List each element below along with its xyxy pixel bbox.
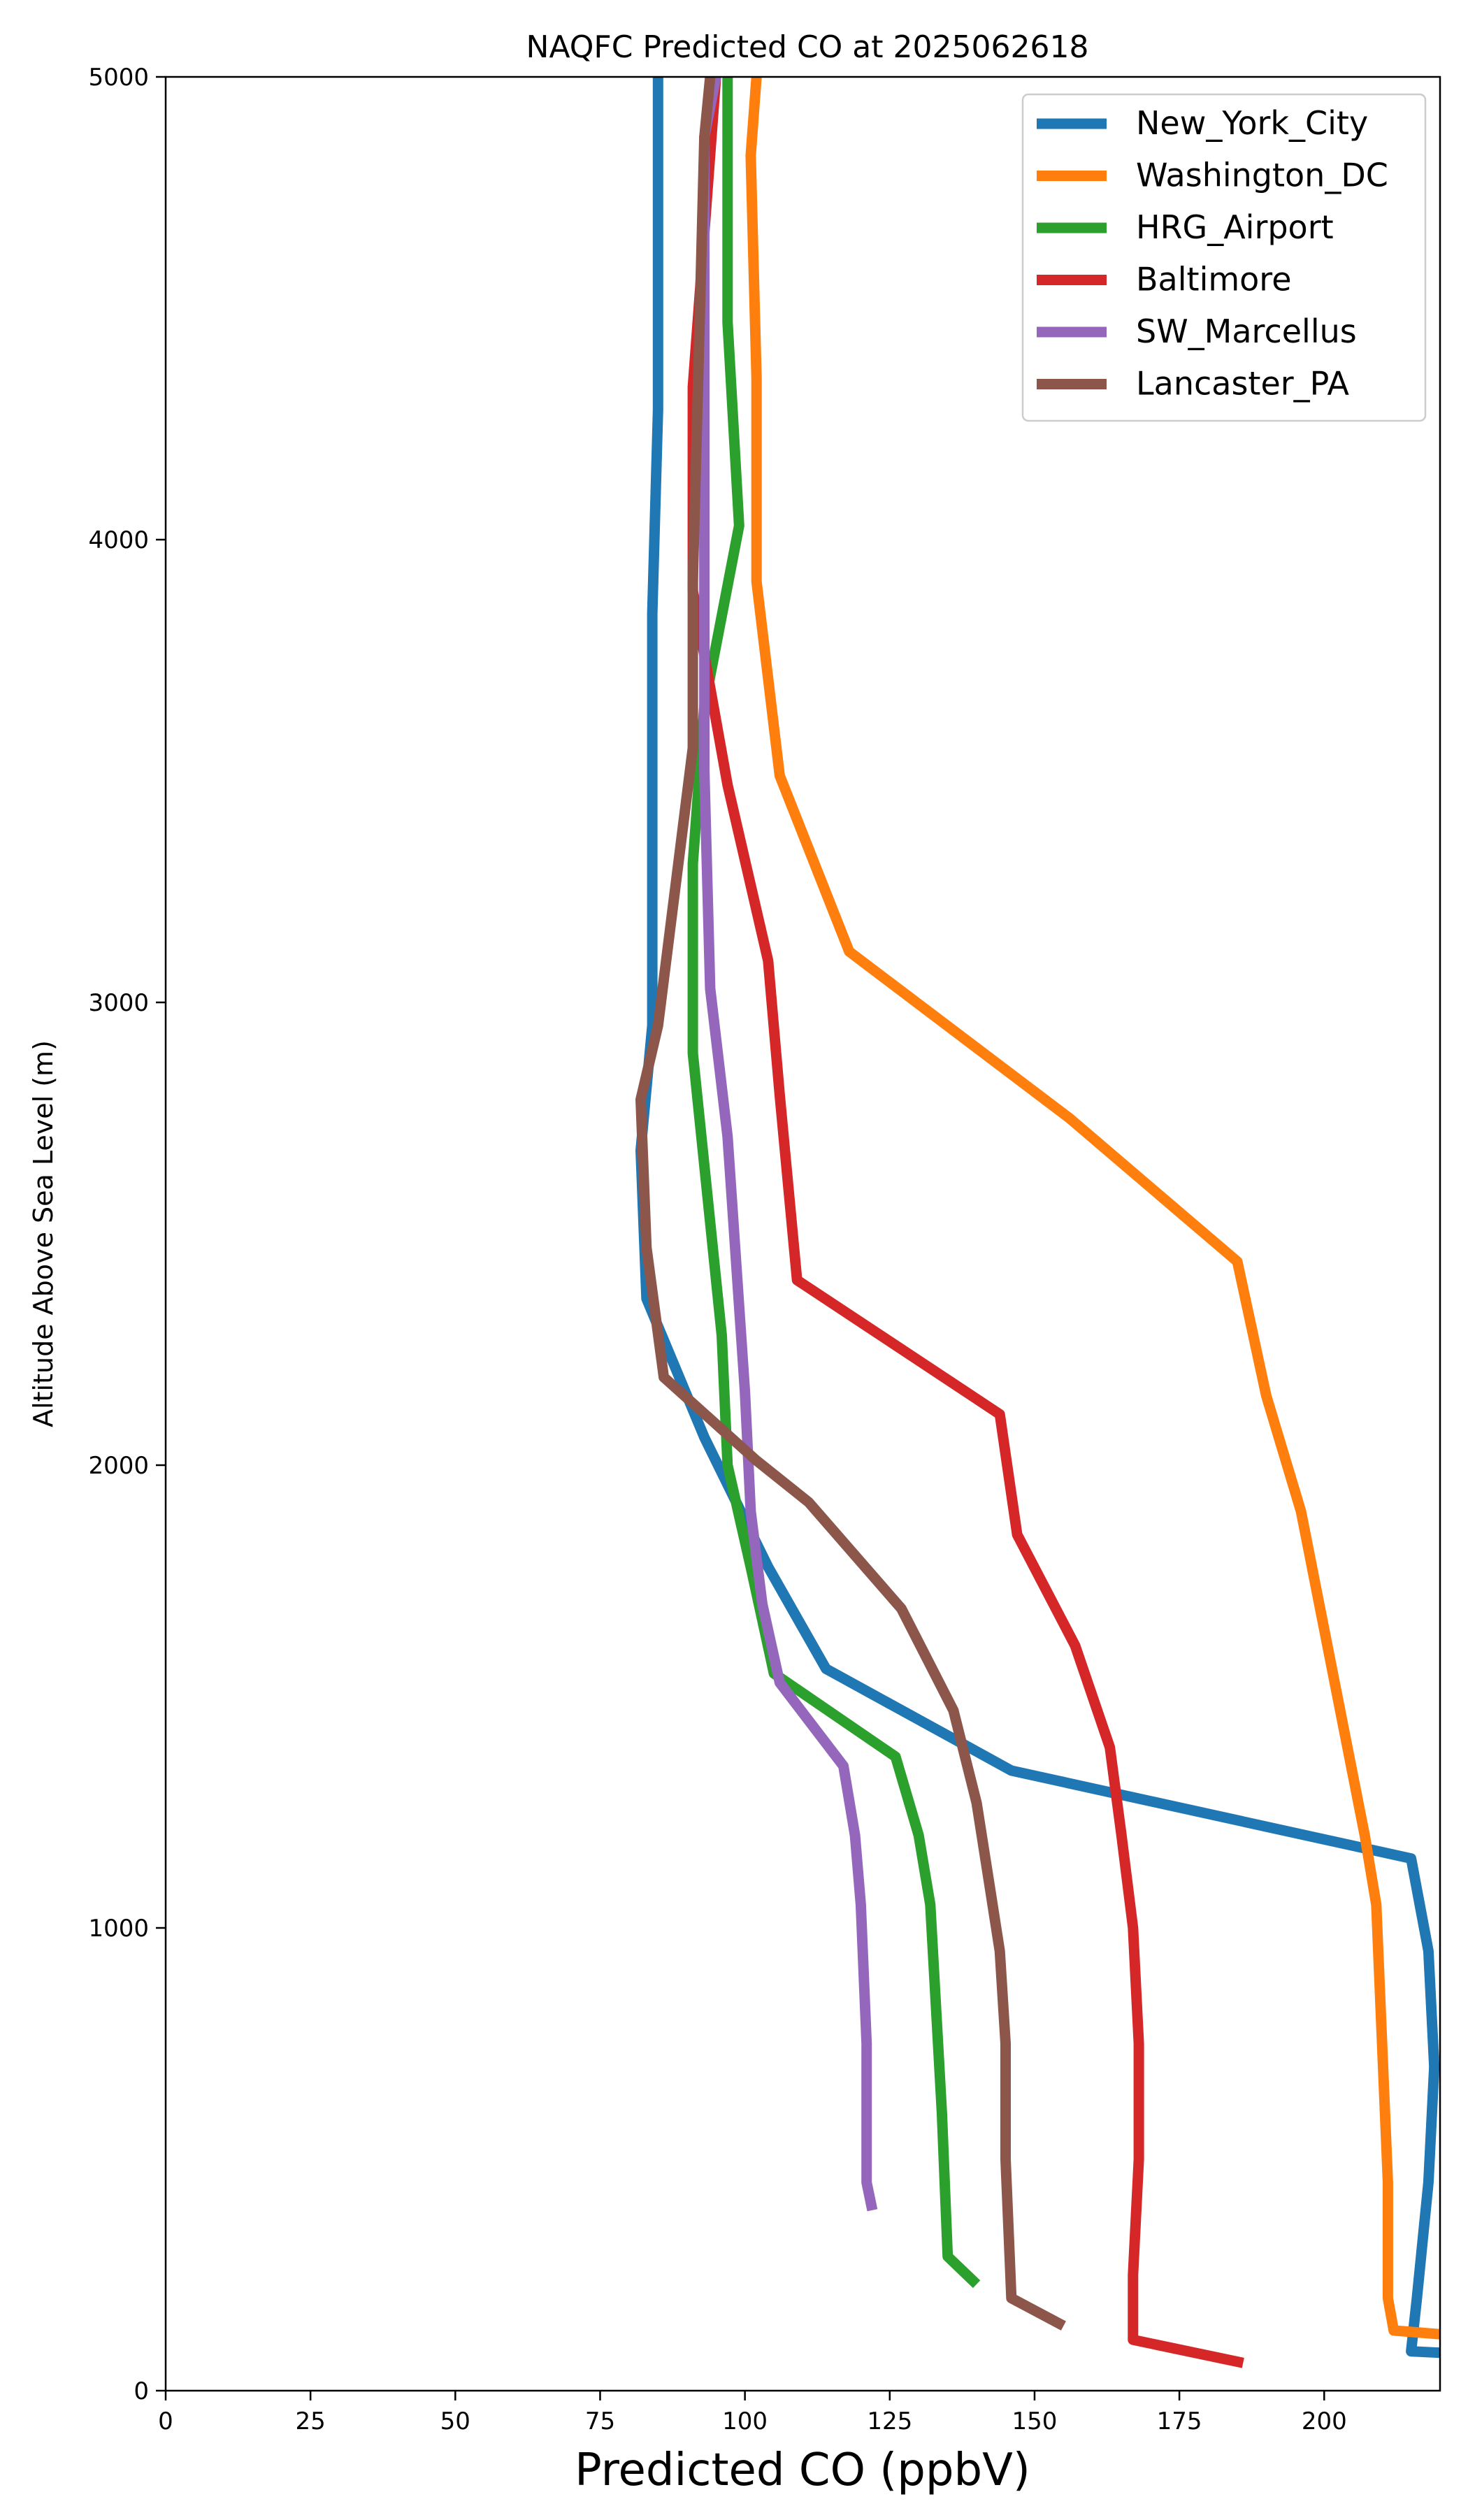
- legend-label-lancaster-pa: Lancaster_PA: [1136, 365, 1349, 403]
- plot-frame: [164, 75, 1441, 2392]
- series-line-new-york-city: [635, 77, 1440, 2359]
- legend-label-washington-dc: Washington_DC: [1136, 157, 1388, 194]
- x-tick-label: 150: [1012, 2407, 1058, 2435]
- y-tick-label: 4000: [88, 526, 149, 554]
- x-tick-label: 175: [1157, 2407, 1202, 2435]
- y-tick-label: 0: [134, 2377, 149, 2405]
- legend-label-sw-marcellus: SW_Marcellus: [1136, 312, 1357, 350]
- y-tick-label: 5000: [88, 64, 149, 92]
- series-line-washington-dc: [745, 77, 1440, 2340]
- legend-label-new-york-city: New_York_City: [1136, 104, 1368, 142]
- series-layer: [635, 77, 1440, 2368]
- x-tick-label: 25: [296, 2407, 326, 2435]
- legend: New_York_City Washington_DC HRG_Airport Bal…: [1021, 93, 1427, 422]
- y-axis-label: Altitude Above Sea Level (m): [28, 1040, 59, 1427]
- series-line-lancaster-pa: [635, 77, 1066, 2331]
- x-tick-label: 50: [440, 2407, 470, 2435]
- x-axis: 0 25 50 75 100 125 150 175 200: [158, 2391, 1347, 2435]
- x-tick-label: 0: [158, 2407, 173, 2435]
- y-axis: 0 1000 2000 3000 4000 5000: [88, 64, 166, 2405]
- series-line-baltimore: [687, 77, 1244, 2368]
- x-tick-label: 200: [1302, 2407, 1347, 2435]
- chart-title: NAQFC Predicted CO at 2025062618: [526, 29, 1089, 65]
- legend-label-hrg-airport: HRG_Airport: [1136, 208, 1334, 246]
- plot-area: [164, 75, 1441, 2392]
- x-tick-label: 75: [585, 2407, 615, 2435]
- series-line-hrg-airport: [687, 77, 981, 2289]
- series-line-sw-marcellus: [699, 77, 878, 2212]
- x-tick-label: 125: [867, 2407, 912, 2435]
- y-tick-label: 2000: [88, 1452, 149, 1480]
- legend-label-baltimore: Baltimore: [1136, 261, 1292, 298]
- legend-box: [1021, 93, 1427, 422]
- x-axis-label: Predicted CO (ppbV): [575, 2445, 1030, 2496]
- y-tick-label: 1000: [88, 1915, 149, 1943]
- x-tick-label: 100: [722, 2407, 768, 2435]
- y-tick-label: 3000: [88, 989, 149, 1017]
